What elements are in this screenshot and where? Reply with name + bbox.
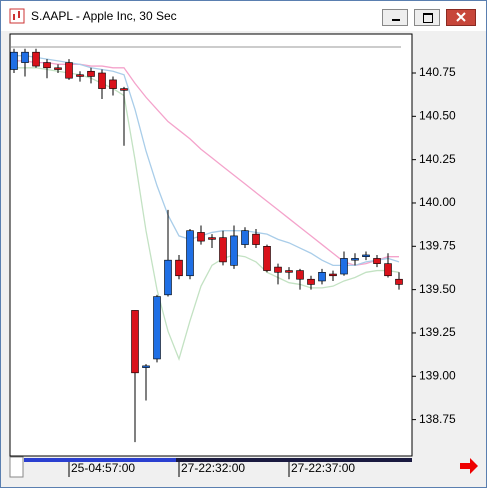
- candle-body: [384, 263, 392, 277]
- candle-body: [21, 51, 29, 63]
- candle-body: [285, 270, 293, 273]
- scroll-thumb[interactable]: [24, 458, 176, 462]
- candle-body: [318, 271, 326, 282]
- candle-body: [153, 296, 161, 360]
- candle-body: [120, 88, 128, 91]
- y-tick-label: 140.50: [419, 108, 456, 122]
- y-tick-label: 140.25: [419, 152, 456, 166]
- x-tick-label: 25-04:57:00: [71, 461, 135, 475]
- y-tick-label: 140.00: [419, 195, 456, 209]
- candle-body: [87, 70, 95, 77]
- candle-body: [362, 254, 370, 257]
- app-icon: [9, 8, 25, 24]
- candle-body: [219, 237, 227, 263]
- candle-body: [208, 237, 216, 240]
- candle-body: [32, 51, 40, 67]
- candle-body: [131, 310, 139, 374]
- candle-body: [296, 270, 304, 280]
- y-tick-label: 138.75: [419, 412, 456, 426]
- candle-body: [395, 278, 403, 285]
- candle-body: [307, 278, 315, 285]
- y-tick-label: 139.50: [419, 282, 456, 296]
- candle-body: [252, 233, 260, 245]
- candle-body: [186, 230, 194, 277]
- candle-body: [98, 72, 106, 89]
- candle-body: [142, 365, 150, 368]
- y-tick-label: 140.75: [419, 65, 456, 79]
- candle-body: [351, 258, 359, 261]
- scroll-box[interactable]: [9, 456, 24, 478]
- candle-body: [263, 245, 271, 271]
- candle-body: [340, 258, 348, 275]
- candle-body: [175, 259, 183, 277]
- plot-area: [9, 33, 413, 457]
- scroll-arrow[interactable]: [460, 458, 478, 474]
- minimize-button[interactable]: [382, 9, 408, 26]
- moving-average: [14, 55, 400, 267]
- y-tick-label: 139.75: [419, 238, 456, 252]
- x-tick-label: 27-22:32:00: [181, 461, 245, 475]
- candle-body: [241, 230, 249, 245]
- title-bar: S.AAPL - Apple Inc, 30 Sec: [1, 1, 486, 31]
- candle-body: [109, 79, 117, 89]
- candle-body: [230, 235, 238, 266]
- candle-body: [329, 273, 337, 277]
- x-tick-label: 27-22:37:00: [291, 461, 355, 475]
- scrollbar[interactable]: [24, 458, 412, 462]
- maximize-button[interactable]: [414, 9, 440, 26]
- chart: 138.75 139.00 139.25 139.50 139.75 140.00 140.…: [9, 33, 478, 478]
- y-tick-label: 139.25: [419, 325, 456, 339]
- close-button[interactable]: [446, 9, 476, 26]
- candle-body: [43, 62, 51, 69]
- candle-body: [54, 67, 62, 70]
- candle-body: [197, 232, 205, 242]
- candle-body: [76, 74, 84, 77]
- window-title: S.AAPL - Apple Inc, 30 Sec: [31, 9, 177, 23]
- candle-body: [164, 259, 172, 296]
- candle-body: [10, 51, 18, 70]
- candle-body: [65, 62, 73, 79]
- y-tick-label: 139.00: [419, 368, 456, 382]
- candle-body: [274, 266, 282, 273]
- candle-body: [373, 258, 381, 264]
